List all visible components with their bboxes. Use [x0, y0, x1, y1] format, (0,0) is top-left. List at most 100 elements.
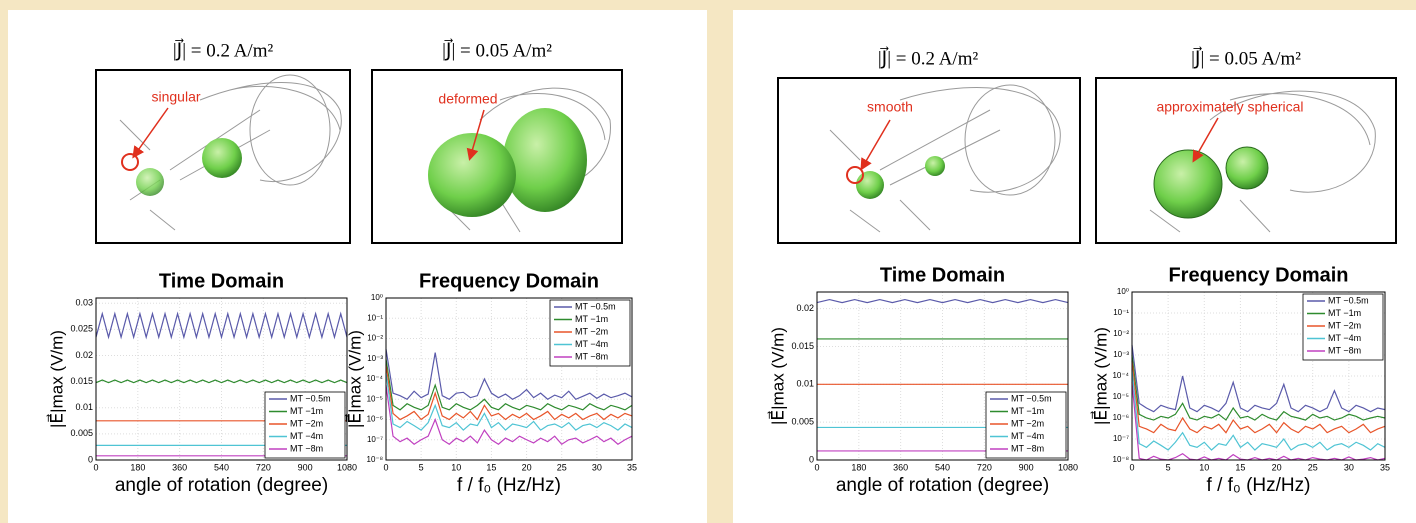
x-tick-label: 180 [851, 462, 866, 472]
render-image [777, 77, 1081, 244]
y-tick-label: 10⁻² [367, 334, 383, 343]
x-tick-label: 25 [1308, 462, 1318, 472]
y-tick-label: 0.015 [70, 376, 93, 386]
x-tick-label: 10 [1199, 462, 1209, 472]
x-tick-label: 180 [130, 462, 145, 472]
y-tick-label: 0.025 [70, 324, 93, 334]
series-line [816, 298, 1069, 304]
legend-label: MT −1m [1011, 406, 1044, 416]
series-line [1131, 382, 1386, 461]
y-tick-label: 10⁻⁵ [367, 394, 383, 403]
series-line [1131, 354, 1386, 421]
series-line [95, 379, 348, 384]
y-tick-label: 10⁻⁴ [366, 374, 383, 383]
legend-box [985, 391, 1067, 459]
legend-label: MT −4m [1328, 333, 1361, 343]
chart-title: Time Domain [159, 270, 284, 292]
x-tick-label: 720 [256, 462, 271, 472]
x-tick-label: 0 [1129, 462, 1134, 472]
y-tick-label: 0.005 [70, 428, 93, 438]
y-tick-label: 0 [88, 454, 93, 464]
legend-box [549, 299, 631, 367]
y-tick-label: 0.015 [791, 341, 814, 351]
x-axis-label: f / f₀ (Hz/Hz) [1207, 475, 1311, 496]
annotation: smooth [867, 99, 913, 115]
legend-label: MT −2m [1011, 418, 1044, 428]
series-line [385, 385, 633, 446]
legend: MT −0.5m MT −1m MT −2m MT −4m MT −8m [1302, 293, 1384, 361]
y-tick-label: 10⁻¹ [367, 313, 383, 322]
x-tick-label: 360 [172, 462, 187, 472]
y-tick-label: 0.02 [75, 350, 93, 360]
legend-label: MT −4m [575, 339, 608, 349]
legend-box [1302, 293, 1384, 361]
y-axis-label: |E⃗|max (V/m) [767, 327, 787, 425]
y-tick-label: 10⁰ [371, 293, 383, 302]
x-axis-label: angle of rotation (degree) [115, 475, 328, 496]
series-line [1131, 344, 1386, 413]
image-title: |J⃗| = 0.2 A/m² [173, 38, 274, 61]
chart-title: Frequency Domain [419, 270, 599, 292]
x-tick-label: 35 [627, 462, 637, 472]
y-tick-label: 0.01 [75, 402, 93, 412]
legend-label: MT −2m [575, 326, 608, 336]
series-line [385, 364, 633, 421]
x-tick-label: 20 [522, 462, 532, 472]
series-line [95, 311, 348, 340]
legend-label: MT −8m [1328, 345, 1361, 355]
legend-label: MT −8m [290, 443, 323, 453]
x-tick-label: 540 [214, 462, 229, 472]
series-line [385, 372, 633, 431]
annotation: deformed [438, 91, 497, 107]
x-tick-label: 5 [1166, 462, 1171, 472]
x-tick-label: 0 [93, 462, 98, 472]
y-tick-label: 0.005 [791, 417, 814, 427]
legend-label: MT −8m [1011, 443, 1044, 453]
x-tick-label: 1080 [1058, 462, 1078, 472]
legend-label: MT −1m [1328, 308, 1361, 318]
y-axis-label: |E⃗|max (V/m) [1090, 327, 1110, 425]
legend-label: MT −4m [290, 431, 323, 441]
legend-label: MT −1m [290, 406, 323, 416]
legend-label: MT −0.5m [290, 393, 331, 403]
y-tick-label: 10⁻⁶ [367, 415, 383, 424]
legend-label: MT −1m [575, 314, 608, 324]
legend-label: MT −4m [1011, 431, 1044, 441]
y-tick-label: 0.02 [796, 303, 814, 313]
render-image [1095, 77, 1397, 244]
y-tick-label: 10⁻² [1113, 329, 1129, 338]
series-line [1131, 369, 1386, 451]
x-tick-label: 900 [298, 462, 313, 472]
legend-label: MT −0.5m [1328, 295, 1369, 305]
x-tick-label: 1080 [337, 462, 357, 472]
x-tick-label: 720 [977, 462, 992, 472]
y-tick-label: 10⁻³ [367, 354, 383, 363]
y-tick-label: 10⁻⁵ [1113, 392, 1129, 401]
chart-title: Time Domain [880, 264, 1005, 286]
series-line [385, 348, 633, 400]
x-tick-label: 25 [557, 462, 567, 472]
image-title: |J⃗| = 0.2 A/m² [878, 46, 979, 69]
axes-frame [1131, 291, 1386, 461]
legend-label: MT −2m [1328, 320, 1361, 330]
series-line [385, 358, 633, 411]
image-title: |J⃗| = 0.05 A/m² [442, 38, 552, 61]
x-axis-label: angle of rotation (degree) [836, 475, 1049, 496]
annotation: approximately spherical [1156, 99, 1303, 115]
x-tick-label: 30 [592, 462, 602, 472]
x-axis-label: f / f₀ (Hz/Hz) [457, 475, 561, 496]
y-tick-label: 10⁻⁷ [1113, 434, 1129, 443]
render-image [95, 69, 351, 244]
y-tick-label: 10⁻⁴ [1112, 371, 1129, 380]
legend: MT −0.5m MT −1m MT −2m MT −4m MT −8m [985, 391, 1067, 459]
y-axis-label: |E⃗|max (V/m) [344, 330, 364, 428]
annotation: singular [151, 89, 200, 105]
y-tick-label: 10⁰ [1117, 287, 1129, 296]
image-title: |J⃗| = 0.05 A/m² [1191, 46, 1301, 69]
x-tick-label: 0 [814, 462, 819, 472]
y-tick-label: 10⁻¹ [1113, 308, 1129, 317]
y-tick-label: 0.01 [796, 379, 814, 389]
x-tick-label: 35 [1380, 462, 1390, 472]
x-tick-label: 20 [1272, 462, 1282, 472]
